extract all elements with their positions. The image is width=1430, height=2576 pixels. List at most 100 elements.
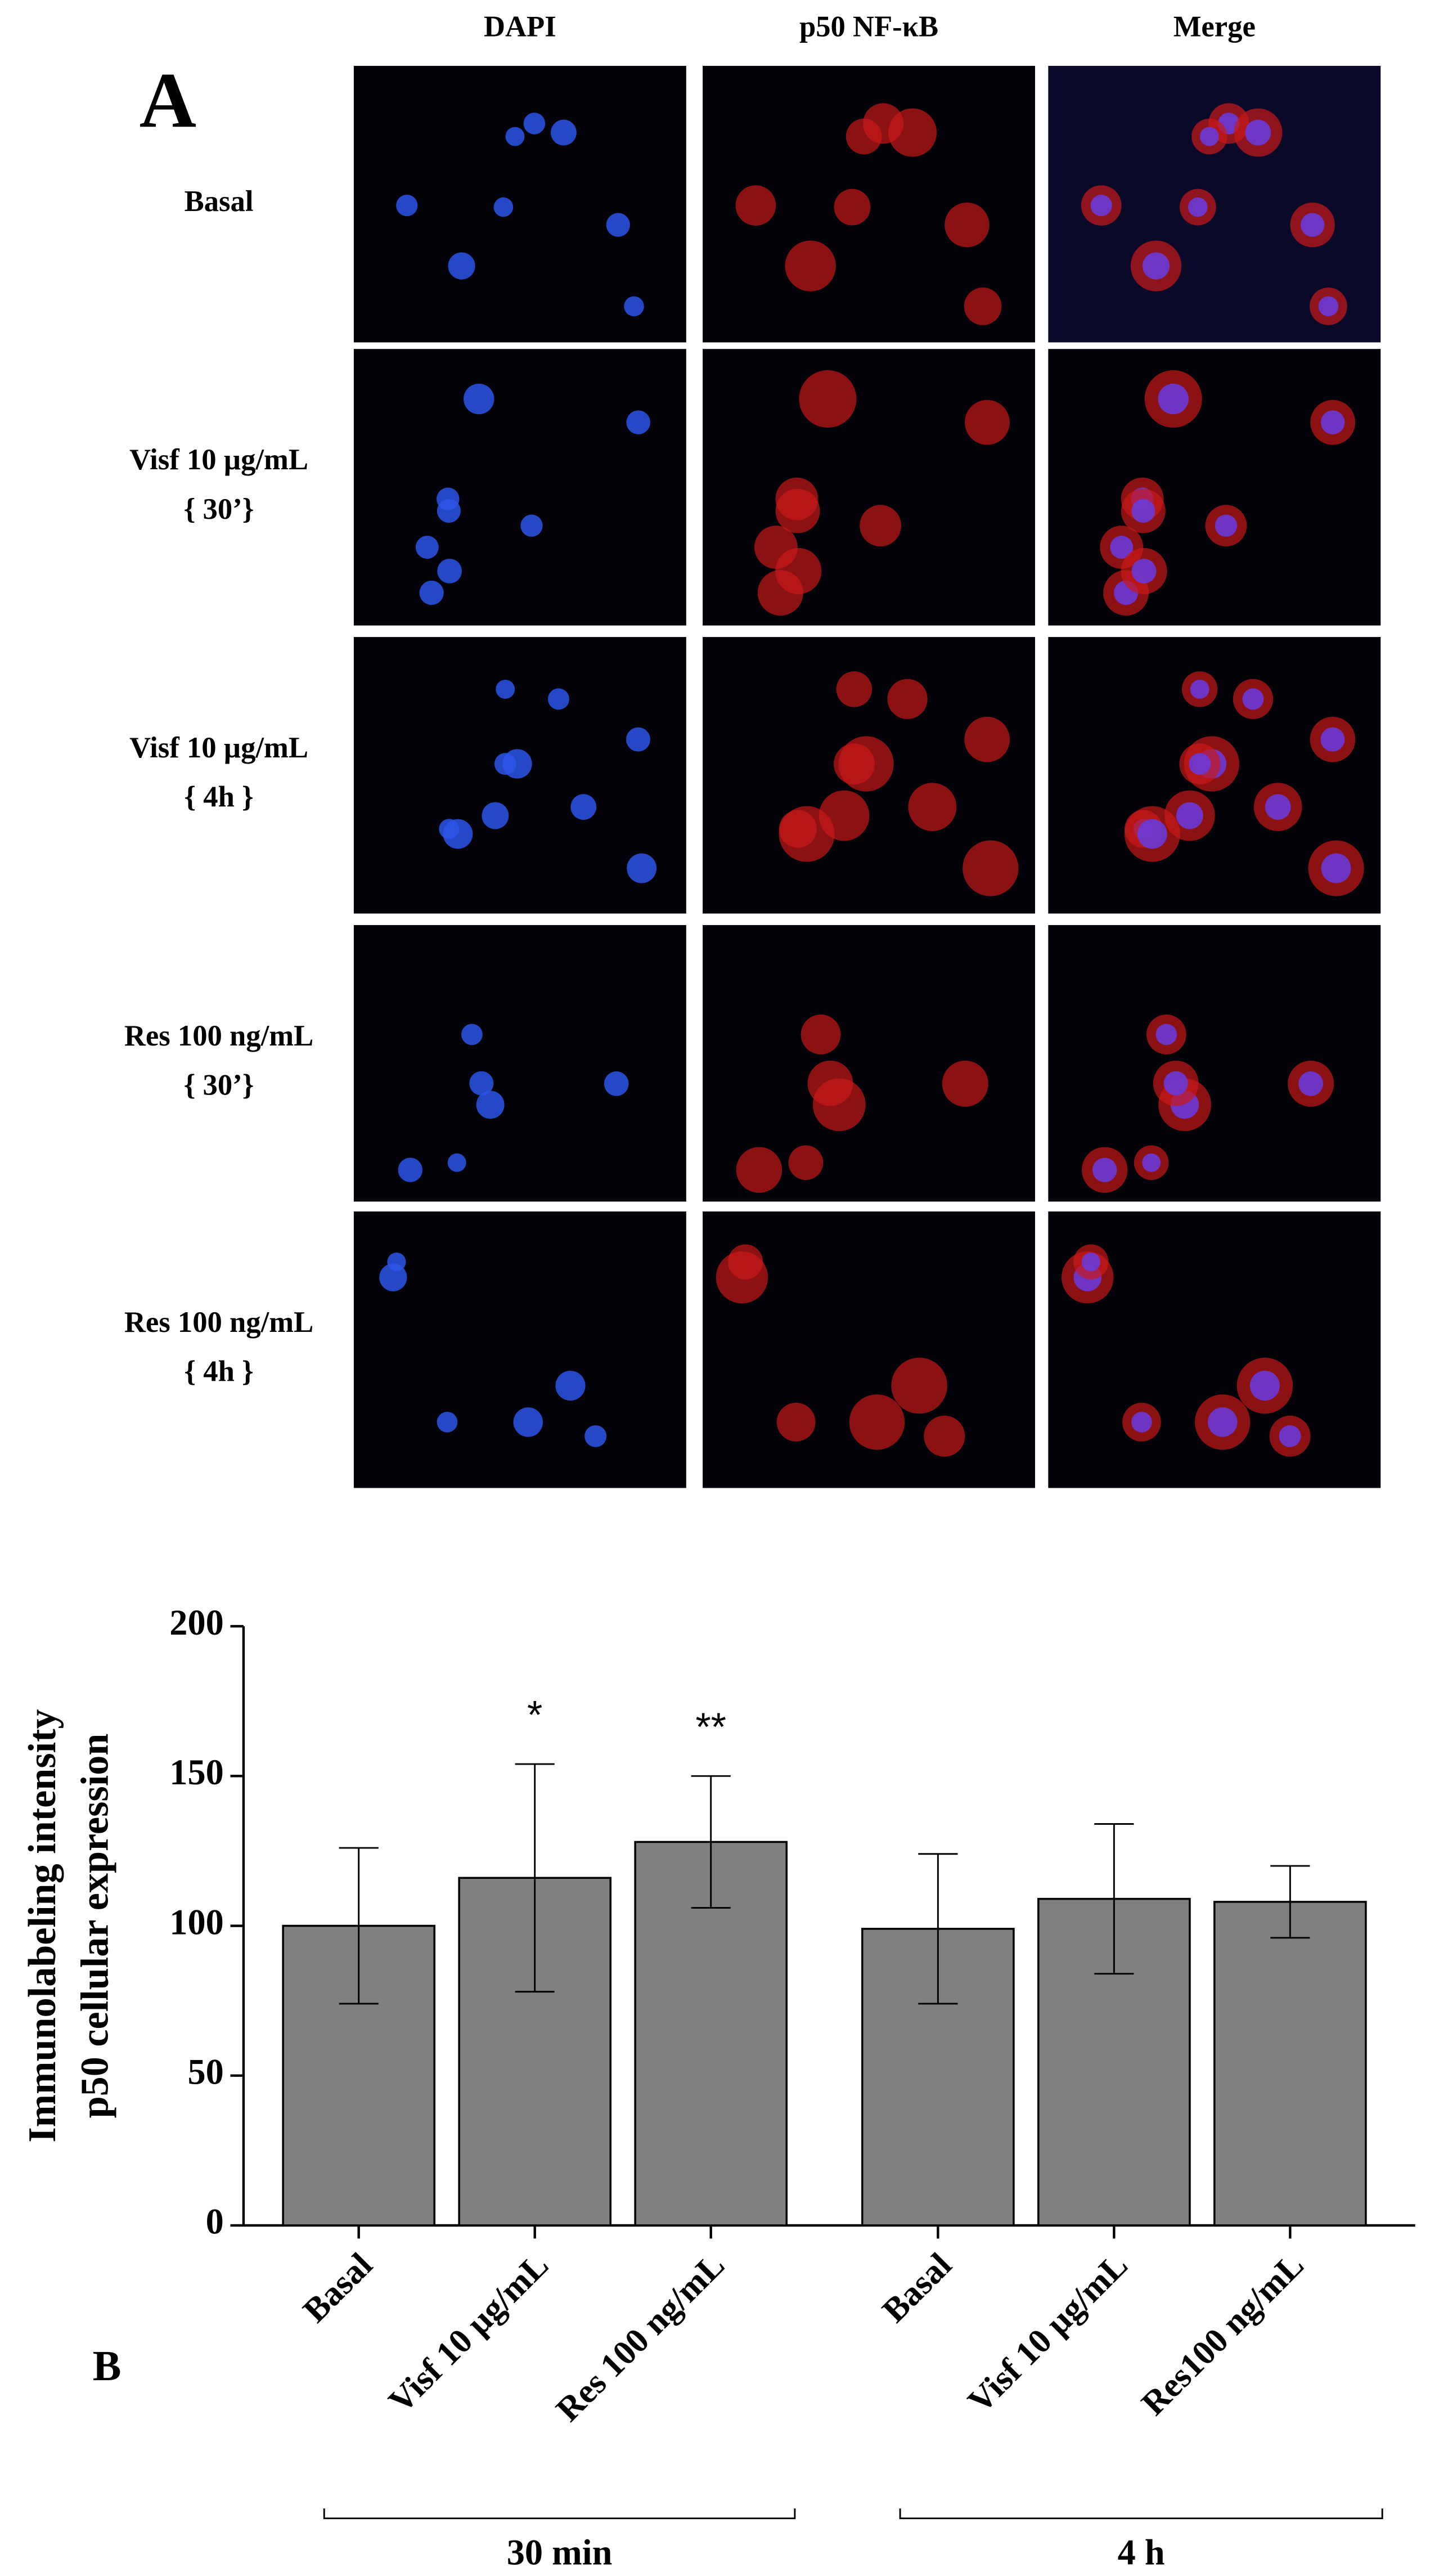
nucleus (398, 1157, 422, 1182)
cell (776, 1402, 816, 1442)
nucleus (1301, 213, 1325, 237)
nucleus (555, 1371, 586, 1401)
row-label: Visf 10 µg/mL (129, 731, 308, 764)
x-tick-label: Visf 10 µg/mL (381, 2246, 556, 2420)
nucleus (443, 819, 473, 849)
nucleus (1137, 819, 1167, 849)
micrograph (353, 349, 686, 626)
row-label: Visf 10 µg/mL (129, 443, 308, 476)
nucleus (496, 679, 515, 699)
nucleus (604, 1071, 629, 1096)
nucleus (1320, 727, 1345, 752)
row-label: { 4h } (184, 781, 253, 814)
cell (834, 743, 875, 785)
group-label: 30 min (507, 2533, 613, 2573)
nucleus (1131, 499, 1155, 523)
nucleus (626, 410, 651, 434)
row-label: { 30’} (184, 493, 254, 526)
y-tick-label: 0 (206, 2202, 224, 2242)
nucleus (447, 1153, 466, 1172)
nucleus (461, 1024, 483, 1045)
micrograph (1048, 66, 1381, 343)
cell (924, 1415, 965, 1457)
cell (775, 488, 820, 533)
nucleus (482, 802, 509, 829)
micrograph (353, 66, 686, 343)
cell (964, 400, 1010, 445)
x-tick-label: Basal (296, 2246, 380, 2330)
x-tick-label: Res 100 ng/mL (549, 2246, 732, 2429)
nucleus (1131, 1411, 1152, 1433)
nucleus (448, 252, 475, 280)
cell (779, 806, 835, 862)
nucleus (1320, 410, 1345, 434)
y-tick-label: 100 (169, 1902, 224, 1942)
cell (736, 1147, 783, 1193)
nucleus (1199, 127, 1219, 146)
cell (775, 547, 822, 594)
row-label: { 4h } (184, 1356, 253, 1388)
row-label: Res 100 ng/mL (124, 1020, 313, 1052)
micrograph (703, 925, 1035, 1202)
cell (788, 1145, 824, 1181)
row-label: Basal (185, 185, 254, 218)
panel-label: A (140, 57, 196, 144)
y-tick-label: 150 (169, 1752, 224, 1792)
micrograph (703, 1211, 1035, 1488)
nucleus (464, 383, 494, 415)
cell (807, 1060, 853, 1106)
y-axis-label: Immunolabeling intensity p50 cellular ex… (20, 1709, 117, 2142)
group-label: 4 h (1118, 2533, 1165, 2573)
nucleus (476, 1090, 505, 1119)
cell (735, 185, 776, 226)
cell (801, 1015, 841, 1054)
cell (891, 1357, 947, 1414)
micrograph (353, 925, 686, 1202)
nucleus (1092, 1157, 1117, 1182)
y-tick-label: 200 (169, 1603, 224, 1642)
significance-label: * (527, 1693, 542, 1737)
nucleus (1321, 853, 1351, 883)
nucleus (387, 1252, 406, 1272)
micrograph (1048, 349, 1381, 626)
micrograph (703, 66, 1035, 343)
nucleus (1189, 753, 1211, 775)
y-label-line: p50 cellular expression (73, 1734, 117, 2119)
column-header: DAPI (484, 11, 556, 43)
cell (964, 288, 1002, 325)
row-label: Res 100 ng/mL (124, 1306, 313, 1339)
cell (799, 370, 857, 428)
micrograph (1048, 637, 1381, 914)
nucleus (1265, 794, 1291, 820)
nucleus (469, 1071, 494, 1096)
nucleus (1242, 688, 1264, 710)
cell (942, 1060, 988, 1107)
nucleus (505, 127, 525, 146)
nucleus (550, 119, 577, 146)
nucleus (396, 194, 418, 217)
nucleus (493, 197, 514, 217)
cell (834, 189, 871, 226)
cell (964, 716, 1010, 762)
nucleus (547, 688, 569, 710)
micrograph-background (353, 1211, 686, 1488)
nucleus (1188, 197, 1208, 217)
micrograph (353, 1211, 686, 1488)
nucleus (584, 1425, 607, 1447)
cell (849, 1394, 905, 1450)
x-tick-label: Basal (875, 2246, 959, 2330)
nucleus (626, 727, 650, 752)
cell (846, 118, 882, 155)
micrograph-background (703, 349, 1035, 626)
column-header: p50 NF-κB (799, 11, 938, 43)
nucleus (1142, 252, 1170, 280)
cell (860, 505, 902, 547)
group-bracket (899, 2508, 1383, 2520)
nucleus (1158, 383, 1189, 415)
nucleus (1090, 194, 1112, 217)
cell (908, 783, 957, 831)
micrograph (703, 349, 1035, 626)
cell (888, 108, 937, 157)
micrograph-background (1048, 349, 1381, 626)
